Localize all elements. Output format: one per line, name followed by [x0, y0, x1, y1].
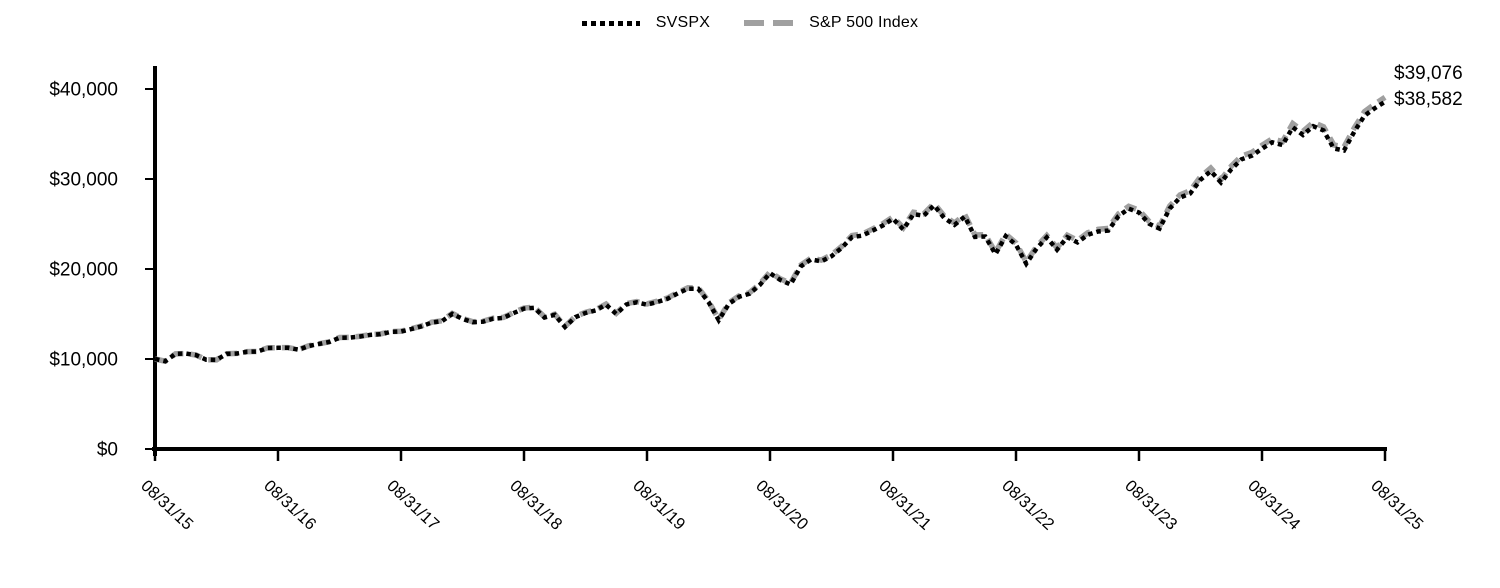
end-value-sp500-index: $39,076	[1394, 63, 1463, 84]
x-axis-tick-label: 08/31/15	[137, 477, 196, 534]
x-axis-tick-label: 08/31/24	[1244, 477, 1303, 534]
y-axis-tick-label: $0	[97, 440, 118, 461]
y-axis-tick-label: $30,000	[49, 170, 118, 191]
series-end-value-labels: $39,076 $38,582	[1394, 61, 1463, 113]
x-axis-tick-label: 08/31/23	[1121, 477, 1180, 534]
y-axis-tick-label: $40,000	[49, 80, 118, 101]
legend-label-svspx: SVSPX	[655, 14, 711, 31]
x-axis-tick-label: 08/31/19	[629, 477, 688, 534]
y-axis-tick-label: $10,000	[49, 350, 118, 371]
x-axis-tick-label: 08/31/17	[383, 477, 442, 534]
series-line-svspx	[154, 99, 1387, 364]
end-value-svspx: $38,582	[1394, 89, 1463, 110]
sp500-dashed-line-icon	[744, 20, 794, 26]
x-axis-tick-label: 08/31/21	[875, 477, 934, 534]
x-axis-tick-label: 08/31/25	[1367, 477, 1426, 534]
x-axis-tick-label: 08/31/22	[998, 477, 1057, 534]
x-axis-tick-label: 08/31/16	[260, 477, 319, 534]
x-axis-tick-label: 08/31/18	[506, 477, 565, 534]
chart-legend: SVSPX S&P 500 Index	[0, 14, 1500, 32]
x-axis-tick-label: 08/31/20	[752, 477, 811, 534]
series-line-s-p-500-index	[154, 95, 1387, 365]
legend-item-sp500: S&P 500 Index	[744, 14, 918, 32]
legend-item-svspx: SVSPX	[581, 14, 711, 32]
legend-label-sp500: S&P 500 Index	[809, 14, 919, 31]
svspx-dotted-line-icon	[581, 20, 640, 26]
y-axis-tick-label: $20,000	[49, 260, 118, 281]
